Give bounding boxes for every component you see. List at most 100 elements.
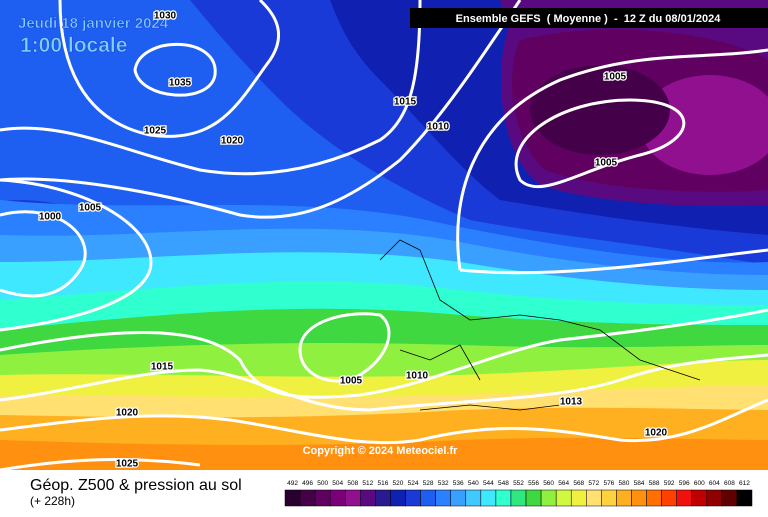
scale-cell [420,489,436,507]
scale-label: 580 [619,480,630,487]
isobar-label: 1020 [116,408,139,419]
field-band [530,65,670,155]
isobar [0,0,522,219]
model-label: Ensemble GEFS ( Moyenne ) - 12 Z du 08/0… [456,13,722,25]
scale-cell [661,489,677,507]
scale-label: 524 [408,480,419,487]
scale-cell [691,489,708,507]
scale-label: 556 [528,480,539,487]
time-label: 1:00 locale [20,34,127,57]
scale-label: 584 [634,480,645,487]
scale-cell [706,489,723,507]
scale-cell [405,489,421,507]
scale-label: 536 [453,480,464,487]
scale-label: 504 [332,480,343,487]
scale-cell [495,489,512,507]
isobar-label: 1030 [154,11,177,22]
isobar [514,98,686,189]
scale-cell [601,489,617,507]
scale-label: 612 [739,480,750,487]
scale-label: 596 [679,480,690,487]
scale-label: 604 [709,480,720,487]
isobar-label: 1010 [427,122,450,133]
scale-label: 588 [649,480,660,487]
isobar-labels: 1030 1035 1025 1020 1015 1010 1005 1005 1005 1000… [38,9,669,471]
isobar-label: 1020 [645,428,668,439]
scale-label: 492 [287,480,298,487]
scale-cell [299,489,316,507]
isobar [0,458,201,472]
scale-cell [525,489,542,507]
scale-label: 608 [724,480,735,487]
scale-cell [435,489,451,507]
scale-cell [390,489,406,507]
isobar-label: 1000 [39,212,62,223]
scale-cell [345,489,361,507]
color-scale: 492 496 500 504 508 512 516 520 524 528 532 536 540 5… [284,480,753,507]
field-band [640,75,768,175]
scale-cell [510,489,527,507]
scale-cell [631,489,647,507]
scale-label: 600 [694,480,705,487]
isobar-label: 1025 [116,459,139,470]
scale-label: 520 [393,480,404,487]
scale-label: 532 [438,480,449,487]
model-banner [410,8,768,28]
scale-label: 516 [377,480,388,487]
scale-label: 552 [513,480,524,487]
scale-label: 512 [362,480,373,487]
scale-label: 544 [483,480,494,487]
isobar [298,312,391,383]
isobar [456,48,768,271]
scale-label: 576 [603,480,614,487]
scale-label: 568 [573,480,584,487]
isobar-label: 1035 [169,78,192,89]
scale-cell [465,489,482,507]
isobar [0,210,87,298]
isobar [0,308,768,399]
scale-cell [646,489,662,507]
isobar-label: 1015 [394,97,417,108]
scale-cell [676,489,692,507]
scale-cell [540,489,557,507]
scale-cell [555,489,572,507]
isobar-label: 1005 [79,203,102,214]
isobar [0,398,768,445]
scale-cell [586,489,602,507]
isobar-label: 1020 [221,136,244,147]
scale-cell [480,489,497,507]
scale-cell [570,489,587,507]
coastline [379,239,701,411]
scale-label: 548 [498,480,509,487]
scale-cell [736,489,753,507]
footer-title: Géop. Z500 & pression au sol [30,477,242,494]
isobar [0,353,768,412]
isobar-label: 1013 [560,397,583,408]
isobar [0,0,422,176]
scale-label: 564 [558,480,569,487]
scale-cell [721,489,738,507]
isobar-label: 1010 [406,371,429,382]
scale-label: 560 [543,480,554,487]
isobar [0,178,153,332]
scale-cell [616,489,632,507]
scale-cell [360,489,376,507]
scale-cell [375,489,391,507]
scale-cell [329,489,346,507]
isobar [133,42,217,97]
scale-label: 592 [664,480,675,487]
scale-label: 500 [317,480,328,487]
isobar [58,0,281,138]
isobar [459,248,768,275]
isobar-label: 1015 [151,362,174,373]
scale-cell [314,489,331,507]
isobar-label: 1005 [604,72,627,83]
scale-label: 496 [302,480,313,487]
scale-label: 528 [423,480,434,487]
scale-label: 508 [347,480,358,487]
isobar-label: 1025 [144,126,167,137]
scale-label: 572 [588,480,599,487]
date-label: Jeudi 18 janvier 2024 [18,15,169,32]
scale-cell [284,489,301,507]
